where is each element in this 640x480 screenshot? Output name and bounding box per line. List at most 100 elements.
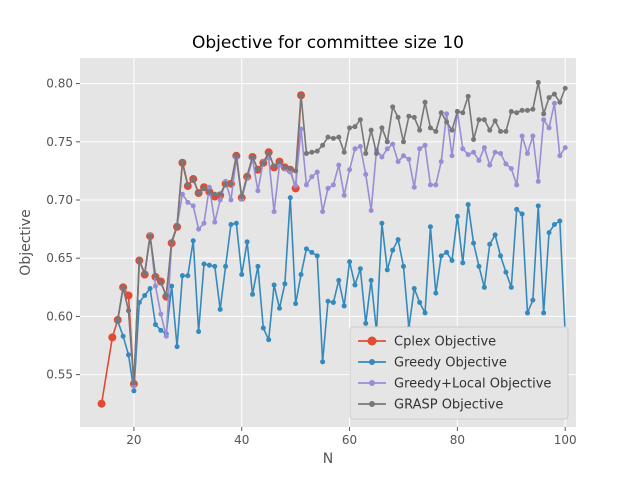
data-point bbox=[320, 359, 326, 365]
data-point bbox=[562, 85, 568, 91]
x-tick-label: 60 bbox=[342, 433, 357, 447]
data-point bbox=[271, 209, 277, 215]
data-point bbox=[196, 329, 202, 335]
data-point bbox=[233, 153, 239, 159]
data-point bbox=[298, 272, 304, 278]
data-point bbox=[557, 218, 563, 224]
data-point bbox=[379, 154, 385, 160]
legend-marker bbox=[369, 359, 375, 365]
y-tick-label: 0.55 bbox=[46, 368, 73, 382]
data-point bbox=[433, 290, 439, 296]
data-point bbox=[422, 99, 428, 105]
data-point bbox=[108, 333, 117, 342]
legend: Cplex Objective Greedy Objective Greedy+Lo… bbox=[349, 326, 569, 420]
data-point bbox=[503, 161, 509, 167]
data-point bbox=[492, 149, 498, 155]
data-point bbox=[276, 305, 282, 311]
data-point bbox=[411, 114, 417, 120]
data-point bbox=[239, 194, 245, 200]
data-point bbox=[508, 284, 514, 290]
data-point bbox=[174, 223, 180, 229]
axis-ticks: 20 40 60 80 100 0.55 0.60 0.65 0.70 0.75 0.80 bbox=[46, 77, 576, 447]
data-point bbox=[282, 281, 288, 287]
data-point bbox=[212, 263, 218, 269]
x-tick-label: 20 bbox=[126, 433, 141, 447]
data-point bbox=[352, 124, 358, 130]
data-point bbox=[546, 125, 552, 131]
data-point bbox=[314, 148, 320, 154]
data-point bbox=[320, 142, 326, 148]
data-point bbox=[260, 160, 266, 166]
data-point bbox=[487, 241, 493, 247]
data-point bbox=[465, 202, 471, 208]
data-point bbox=[519, 211, 525, 217]
data-point bbox=[347, 259, 353, 265]
data-point bbox=[223, 263, 229, 269]
data-point bbox=[417, 299, 423, 305]
legend-marker bbox=[367, 336, 377, 346]
data-point bbox=[158, 327, 164, 333]
data-point bbox=[244, 239, 250, 245]
data-point bbox=[174, 344, 180, 350]
data-point bbox=[363, 150, 369, 156]
data-point bbox=[368, 207, 374, 213]
data-point bbox=[357, 143, 363, 149]
data-point bbox=[374, 150, 380, 156]
data-point bbox=[384, 267, 390, 273]
data-point bbox=[444, 111, 450, 117]
data-point bbox=[287, 166, 293, 172]
data-point bbox=[276, 159, 282, 165]
data-point bbox=[503, 269, 509, 275]
legend-entry: Cplex Objective bbox=[394, 335, 496, 350]
data-point bbox=[427, 125, 433, 131]
data-point bbox=[400, 263, 406, 269]
data-point bbox=[535, 178, 541, 184]
data-point bbox=[471, 136, 477, 142]
data-point bbox=[541, 111, 547, 117]
data-point bbox=[454, 109, 460, 115]
data-point bbox=[406, 156, 412, 162]
data-point bbox=[530, 106, 536, 112]
data-point bbox=[492, 232, 498, 238]
series-3 bbox=[115, 100, 568, 389]
data-point bbox=[266, 150, 272, 156]
data-point bbox=[562, 145, 568, 151]
data-point bbox=[465, 152, 471, 158]
data-point bbox=[379, 220, 385, 226]
data-point bbox=[487, 162, 493, 168]
data-point bbox=[541, 310, 547, 316]
data-point bbox=[519, 133, 525, 139]
data-point bbox=[201, 185, 207, 191]
data-point bbox=[524, 310, 530, 316]
data-point bbox=[255, 263, 261, 269]
data-point bbox=[255, 167, 261, 173]
data-point bbox=[384, 146, 390, 152]
data-point bbox=[190, 203, 196, 209]
y-tick-label: 0.60 bbox=[46, 309, 73, 323]
data-point bbox=[357, 266, 363, 272]
data-point bbox=[271, 163, 277, 169]
data-point bbox=[395, 159, 401, 165]
data-point bbox=[347, 167, 353, 173]
data-point bbox=[444, 249, 450, 255]
data-point bbox=[341, 303, 347, 309]
data-point bbox=[524, 150, 530, 156]
y-tick-label: 0.75 bbox=[46, 135, 73, 149]
data-point bbox=[282, 164, 288, 170]
data-point bbox=[438, 253, 444, 259]
data-point bbox=[298, 126, 304, 132]
data-point bbox=[498, 128, 504, 134]
x-tick-label: 80 bbox=[450, 433, 465, 447]
data-point bbox=[400, 139, 406, 145]
data-point bbox=[255, 188, 261, 194]
data-point bbox=[444, 119, 450, 125]
data-point bbox=[449, 127, 455, 133]
data-point bbox=[201, 261, 207, 267]
data-point bbox=[147, 285, 153, 291]
data-point bbox=[185, 273, 191, 279]
data-point bbox=[492, 118, 498, 124]
data-point bbox=[535, 79, 541, 85]
data-point bbox=[557, 99, 563, 105]
data-point bbox=[476, 157, 482, 163]
